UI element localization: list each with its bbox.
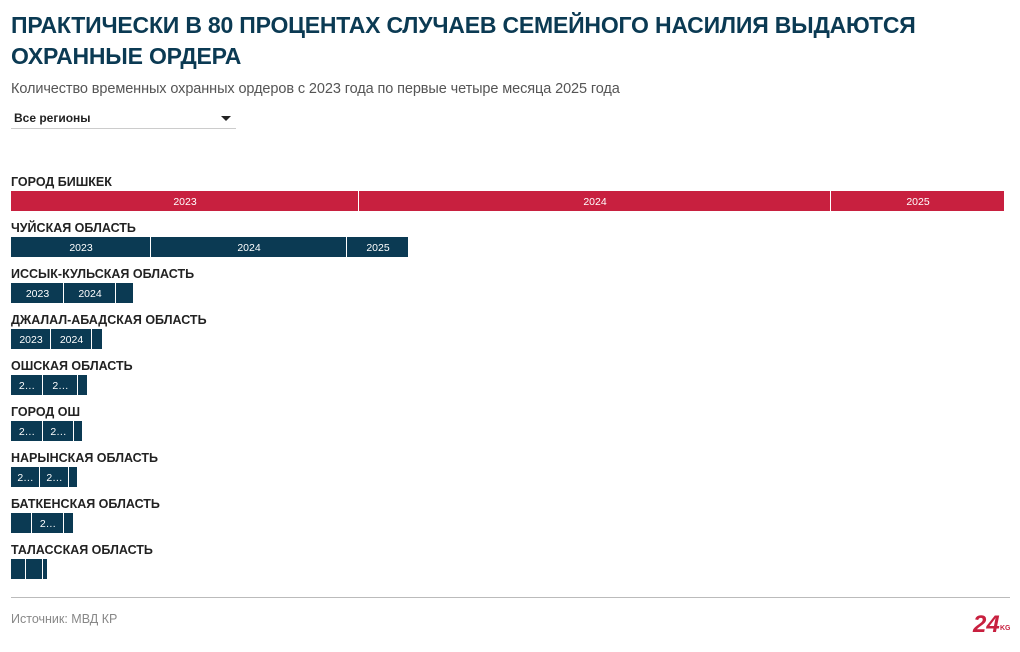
region-filter-dropdown[interactable]: Все регионы bbox=[11, 108, 236, 129]
segment-label: 2025 bbox=[366, 242, 390, 254]
bar-segment[interactable] bbox=[64, 283, 115, 303]
bar-segment[interactable] bbox=[32, 513, 63, 533]
bar-segment[interactable] bbox=[78, 375, 87, 395]
bar-segment[interactable] bbox=[116, 283, 133, 303]
bar-segment[interactable] bbox=[11, 467, 39, 487]
bar-segment[interactable] bbox=[831, 191, 1004, 211]
segment-label: 2… bbox=[52, 380, 68, 392]
region-label: ГОРОД БИШКЕК bbox=[11, 175, 112, 189]
stacked-bar-chart: ГОРОД БИШКЕК 2023 2024 2025 ЧУЙСКАЯ ОБЛАСТЬ 2… bbox=[11, 175, 1004, 579]
bar-segment[interactable] bbox=[43, 421, 73, 441]
region-label: ТАЛАССКАЯ ОБЛАСТЬ bbox=[11, 543, 153, 557]
bar-segment[interactable] bbox=[11, 421, 42, 441]
bar-segment[interactable] bbox=[359, 191, 830, 211]
logo-number: 24 bbox=[972, 611, 1000, 636]
segment-label: 2024 bbox=[60, 334, 84, 346]
bar-segment[interactable] bbox=[64, 513, 73, 533]
segment-label: 2024 bbox=[583, 196, 607, 208]
segment-label: 2023 bbox=[26, 288, 50, 300]
bar-segment[interactable] bbox=[11, 283, 63, 303]
bar-segment[interactable] bbox=[43, 375, 77, 395]
bar-segment[interactable] bbox=[26, 559, 42, 579]
bar-segment[interactable] bbox=[11, 375, 42, 395]
region-label: ЧУЙСКАЯ ОБЛАСТЬ bbox=[11, 220, 136, 235]
segment-label: 2025 bbox=[906, 196, 930, 208]
source-note: Источник: МВД КР bbox=[11, 612, 118, 626]
segment-label: 2023 bbox=[69, 242, 93, 254]
bar-segment[interactable] bbox=[43, 559, 47, 579]
logo-suffix: KG bbox=[1000, 625, 1011, 632]
bar-segment[interactable] bbox=[11, 329, 50, 349]
segment-label: 2… bbox=[19, 426, 35, 438]
segment-label: 2… bbox=[19, 380, 35, 392]
segment-label: 2024 bbox=[237, 242, 261, 254]
region-label: ОШСКАЯ ОБЛАСТЬ bbox=[11, 359, 133, 373]
region-label: ГОРОД ОШ bbox=[11, 405, 80, 419]
bar-segment[interactable] bbox=[51, 329, 91, 349]
bar-segment[interactable] bbox=[92, 329, 102, 349]
segment-label: 2024 bbox=[78, 288, 102, 300]
segment-label: 2023 bbox=[19, 334, 43, 346]
footer-divider bbox=[11, 597, 1010, 598]
region-label: ДЖАЛАЛ-АБАДСКАЯ ОБЛАСТЬ bbox=[11, 313, 207, 327]
segment-label: 2… bbox=[17, 472, 33, 484]
bar-segment[interactable] bbox=[347, 237, 408, 257]
bar-segment[interactable] bbox=[11, 191, 358, 211]
bar-segment[interactable] bbox=[40, 467, 68, 487]
segment-label: 2… bbox=[40, 518, 56, 530]
chart-title: ПРАКТИЧЕСКИ В 80 ПРОЦЕНТАХ СЛУЧАЕВ СЕМЕЙ… bbox=[11, 12, 916, 69]
brand-logo: 24 KG bbox=[972, 611, 1011, 636]
bar-segment[interactable] bbox=[11, 559, 25, 579]
chart-subtitle: Количество временных охранных ордеров с … bbox=[11, 81, 620, 97]
bar-segment[interactable] bbox=[74, 421, 82, 441]
chevron-down-icon bbox=[221, 116, 231, 121]
region-label: НАРЫНСКАЯ ОБЛАСТЬ bbox=[11, 451, 158, 465]
region-filter-value: Все регионы bbox=[14, 111, 91, 125]
segment-label: 2023 bbox=[173, 196, 197, 208]
bar-segment[interactable] bbox=[151, 237, 346, 257]
region-label: ИССЫК-КУЛЬСКАЯ ОБЛАСТЬ bbox=[11, 267, 194, 281]
bar-segment[interactable] bbox=[69, 467, 77, 487]
bar-segment[interactable] bbox=[11, 237, 150, 257]
segment-label: 2… bbox=[46, 472, 62, 484]
bar-segment[interactable] bbox=[11, 513, 31, 533]
region-label: БАТКЕНСКАЯ ОБЛАСТЬ bbox=[11, 497, 160, 511]
segment-label: 2… bbox=[50, 426, 66, 438]
